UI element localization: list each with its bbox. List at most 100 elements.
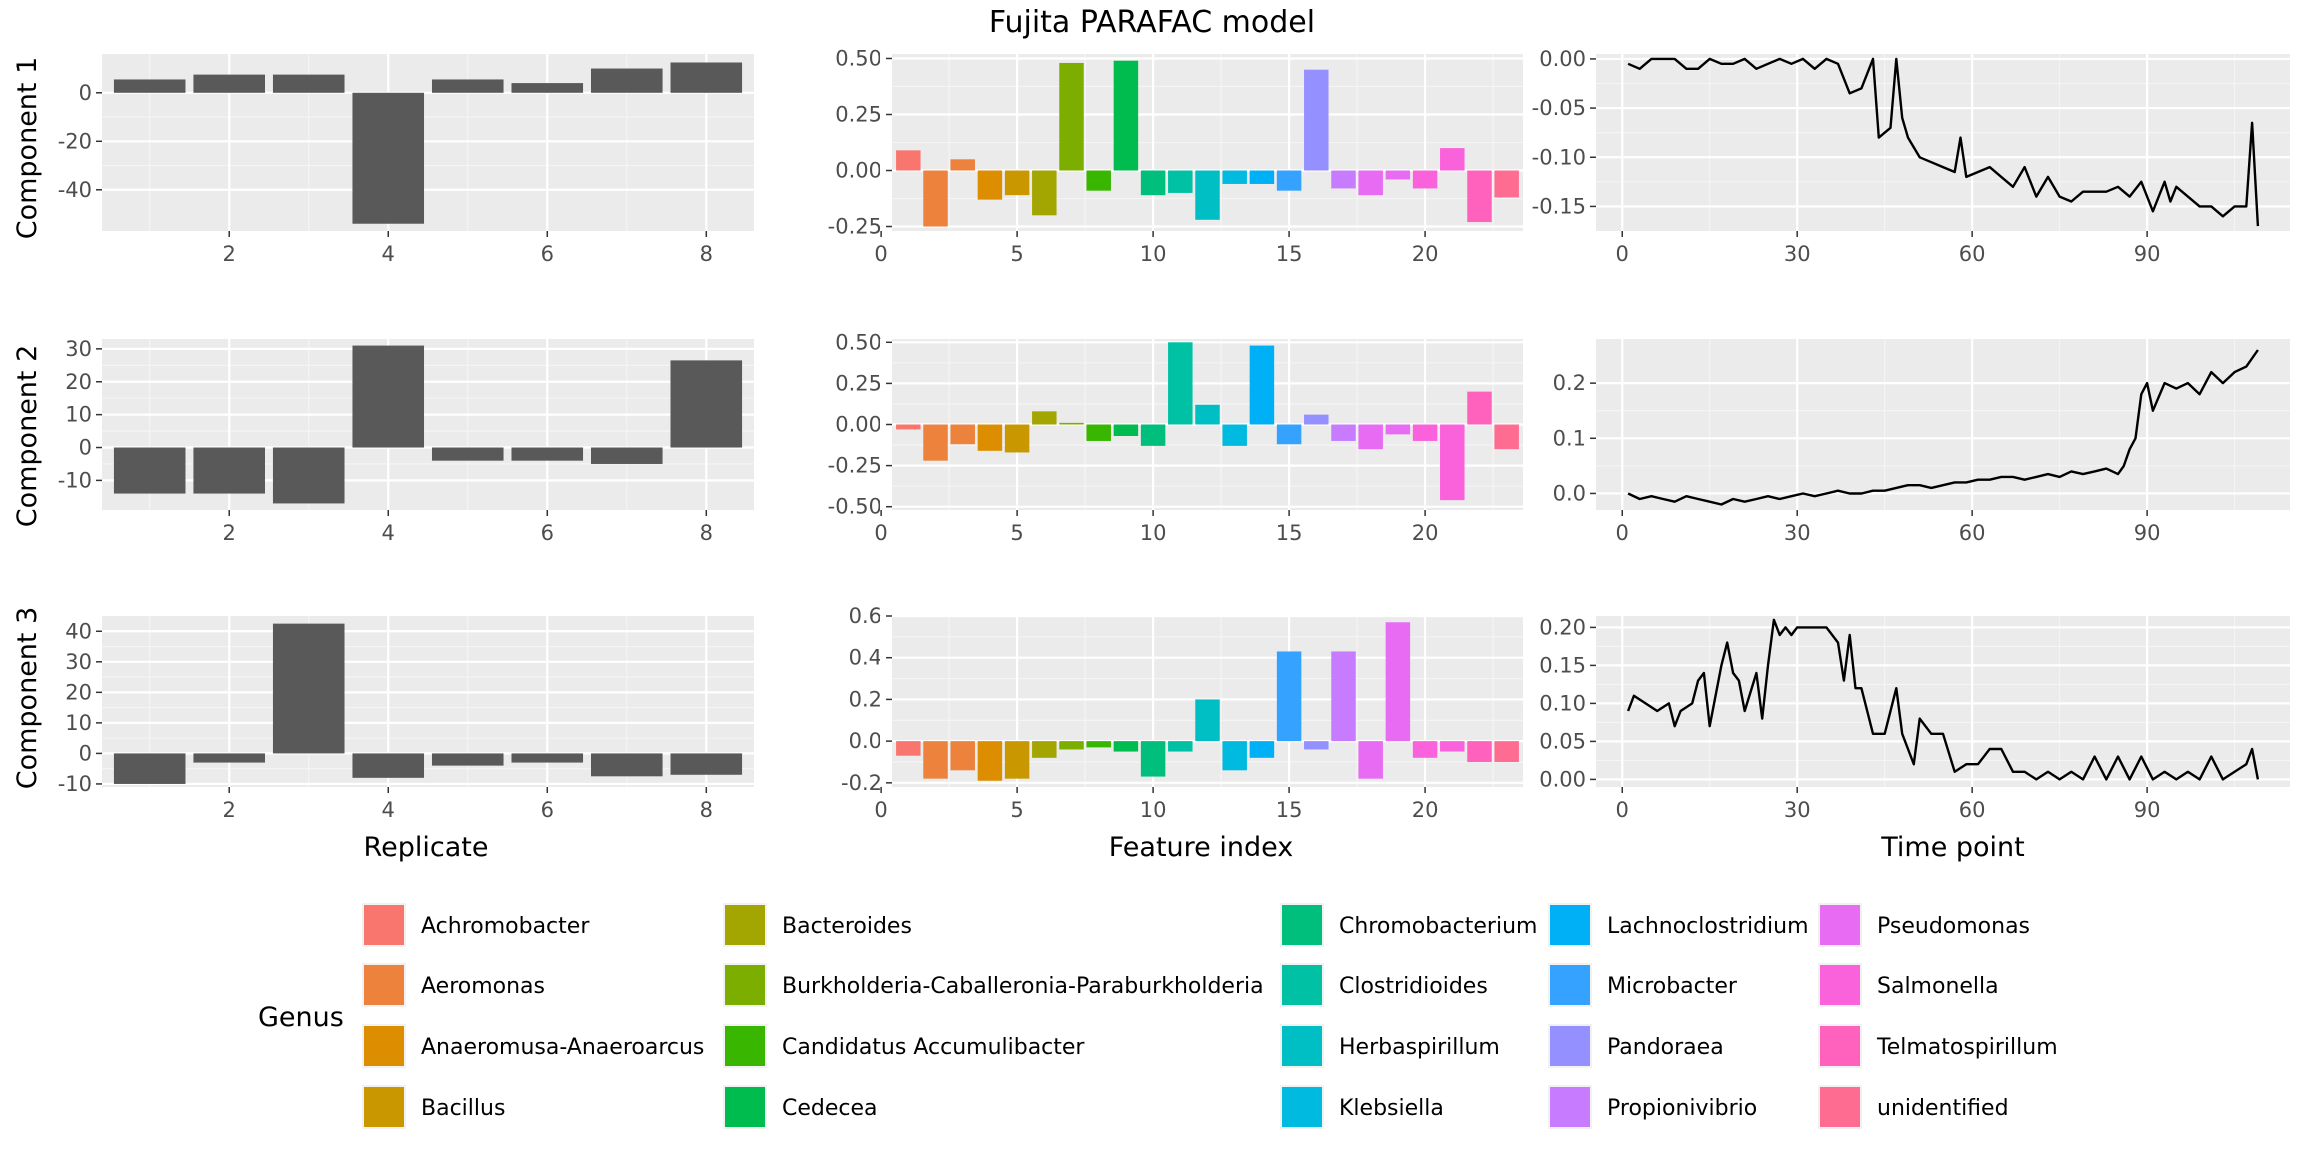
legend-label: unidentified bbox=[1877, 1096, 2009, 1121]
panels-group: 0 -20 -40 2 4 6 8 30 20 10 0 -10 2 4 6 8 40 30 20 10 0 -10 2 4 6… bbox=[58, 46, 2290, 822]
legend-item-salmonella: Salmonella bbox=[1818, 963, 1999, 1007]
series-line-time-2 bbox=[1627, 349, 2259, 506]
bar-feature-1-22 bbox=[1467, 170, 1492, 223]
x-tick-label: 4 bbox=[382, 798, 395, 822]
bar-feature-1-9 bbox=[1113, 60, 1139, 171]
legend-item-clostridioides: Clostridioides bbox=[1280, 963, 1488, 1007]
legend-label: Propionivibrio bbox=[1607, 1096, 1757, 1121]
row-label-component-2: Component 2 bbox=[12, 345, 43, 528]
y-tick-label: 0.1 bbox=[1553, 426, 1586, 450]
y-tick-label: 30 bbox=[65, 337, 92, 361]
legend-label: Salmonella bbox=[1877, 974, 1999, 999]
legend-swatch bbox=[725, 965, 765, 1005]
bar-feature-3-5 bbox=[1004, 741, 1030, 779]
legend-swatch bbox=[1820, 1087, 1860, 1127]
bar-replicate-1-5 bbox=[431, 79, 504, 93]
legend-title: Genus bbox=[258, 1002, 344, 1033]
y-tick-label: 10 bbox=[65, 711, 92, 735]
bar-feature-3-21 bbox=[1440, 741, 1465, 752]
y-tick-label: 0.15 bbox=[1539, 653, 1586, 677]
x-tick-label: 90 bbox=[2134, 798, 2161, 822]
legend-label: Microbacter bbox=[1607, 974, 1738, 999]
row-label-component-3: Component 3 bbox=[12, 607, 43, 790]
bar-feature-1-7 bbox=[1059, 62, 1084, 171]
bar-feature-2-18 bbox=[1358, 424, 1383, 450]
bar-replicate-2-7 bbox=[591, 447, 663, 464]
legend-item-chromobacterium: Chromobacterium bbox=[1280, 903, 1537, 947]
bar-feature-2-11 bbox=[1168, 342, 1193, 425]
bar-feature-3-13 bbox=[1222, 741, 1247, 771]
panel-background bbox=[1596, 339, 2290, 510]
x-tick-label: 10 bbox=[1140, 242, 1167, 266]
bar-feature-1-10 bbox=[1140, 170, 1166, 196]
bar-replicate-2-8 bbox=[670, 360, 743, 448]
row-label-component-1: Component 1 bbox=[12, 57, 43, 240]
bar-feature-1-3 bbox=[950, 159, 975, 171]
y-tick-label: 0.2 bbox=[849, 687, 882, 711]
legend-swatch bbox=[364, 1026, 404, 1066]
legend-item-bacteroides: Bacteroides bbox=[723, 903, 912, 947]
bar-replicate-1-7 bbox=[591, 68, 663, 93]
legend-item-cedecea: Cedecea bbox=[723, 1085, 878, 1129]
y-tick-label: -10 bbox=[58, 468, 92, 492]
panel-replicate-3: 40 30 20 10 0 -10 2 4 6 8 bbox=[58, 616, 754, 822]
series-line-time-1 bbox=[1627, 57, 2260, 227]
bar-feature-3-9 bbox=[1113, 741, 1139, 752]
legend: Genus Achromobacter Aeromonas Anaeromusa-A… bbox=[258, 903, 2058, 1129]
legend-label: Telmatospirillum bbox=[1876, 1035, 2058, 1060]
bar-replicate-3-3 bbox=[272, 623, 345, 754]
y-tick-label: 0.00 bbox=[835, 159, 882, 183]
x-tick-label: 4 bbox=[382, 242, 395, 266]
x-tick-label: 6 bbox=[541, 521, 554, 545]
x-tick-label: 0 bbox=[874, 798, 887, 822]
x-tick-label: 30 bbox=[1784, 521, 1811, 545]
bar-feature-1-16 bbox=[1304, 69, 1329, 171]
x-axis-title-feature-index: Feature index bbox=[1109, 832, 1293, 863]
bar-feature-2-6 bbox=[1032, 411, 1057, 425]
legend-label: Lachnoclostridium bbox=[1607, 914, 1809, 939]
bar-feature-2-13 bbox=[1222, 424, 1247, 446]
y-tick-label: 0.50 bbox=[835, 330, 882, 354]
x-tick-label: 5 bbox=[1010, 242, 1023, 266]
legend-swatch bbox=[1550, 1026, 1590, 1066]
x-tick-label: 0 bbox=[1616, 242, 1629, 266]
bar-feature-3-4 bbox=[977, 741, 1003, 781]
bar-feature-3-7 bbox=[1059, 741, 1084, 750]
bar-replicate-2-2 bbox=[193, 447, 265, 494]
y-tick-label: 0.25 bbox=[835, 102, 882, 126]
legend-item-klebsiella: Klebsiella bbox=[1280, 1085, 1444, 1129]
bar-feature-3-15 bbox=[1276, 651, 1302, 742]
bar-replicate-3-5 bbox=[431, 753, 504, 766]
x-tick-label: 20 bbox=[1412, 798, 1439, 822]
x-tick-label: 2 bbox=[223, 521, 236, 545]
bar-replicate-1-2 bbox=[193, 74, 265, 93]
bar-feature-2-2 bbox=[923, 424, 948, 461]
x-tick-label: 60 bbox=[1959, 242, 1986, 266]
legend-swatch bbox=[725, 1087, 765, 1127]
bar-feature-2-14 bbox=[1249, 345, 1275, 425]
bar-feature-1-5 bbox=[1004, 170, 1030, 196]
y-tick-label: 40 bbox=[65, 619, 92, 643]
legend-item-propionivibrio: Propionivibrio bbox=[1548, 1085, 1757, 1129]
bar-feature-2-8 bbox=[1086, 424, 1111, 441]
legend-swatch bbox=[1820, 1026, 1860, 1066]
legend-item-achromobacter: Achromobacter bbox=[362, 903, 590, 947]
bar-feature-1-21 bbox=[1440, 148, 1465, 171]
bar-replicate-3-1 bbox=[113, 753, 186, 784]
y-tick-label: 30 bbox=[65, 650, 92, 674]
bar-feature-2-5 bbox=[1004, 424, 1030, 453]
bar-feature-1-18 bbox=[1358, 170, 1383, 196]
legend-label: Chromobacterium bbox=[1339, 914, 1537, 939]
legend-label: Achromobacter bbox=[421, 914, 590, 939]
x-tick-label: 90 bbox=[2134, 521, 2161, 545]
y-tick-label: 0 bbox=[79, 81, 92, 105]
bar-feature-3-10 bbox=[1140, 741, 1166, 777]
legend-item-pandoraea: Pandoraea bbox=[1548, 1024, 1724, 1068]
y-tick-label: 0.00 bbox=[835, 413, 882, 437]
x-tick-label: 30 bbox=[1784, 798, 1811, 822]
bar-feature-2-9 bbox=[1113, 424, 1139, 437]
x-tick-label: 30 bbox=[1784, 242, 1811, 266]
legend-swatch bbox=[725, 1026, 765, 1066]
bar-replicate-2-5 bbox=[431, 447, 504, 461]
bar-feature-3-17 bbox=[1331, 651, 1356, 742]
